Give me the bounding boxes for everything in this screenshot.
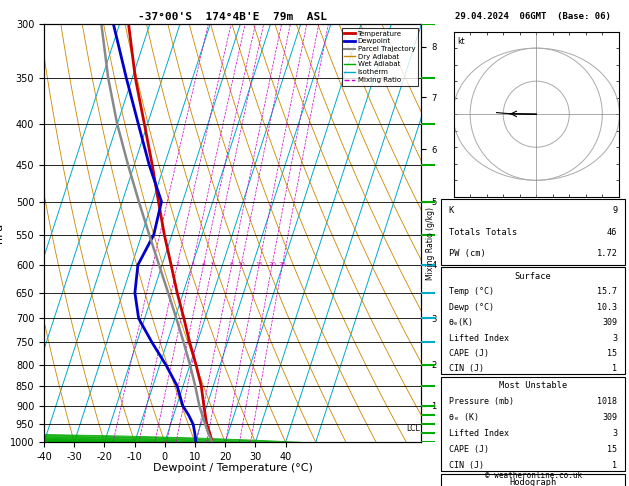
Text: Most Unstable: Most Unstable xyxy=(499,381,567,390)
X-axis label: Dewpoint / Temperature (°C): Dewpoint / Temperature (°C) xyxy=(153,463,313,473)
Bar xyxy=(441,199,625,265)
Text: θₑ (K): θₑ (K) xyxy=(448,413,479,422)
Text: Lifted Index: Lifted Index xyxy=(448,333,509,343)
Text: PW (cm): PW (cm) xyxy=(448,249,486,259)
Text: Hodograph: Hodograph xyxy=(509,478,557,486)
Text: CAPE (J): CAPE (J) xyxy=(448,445,489,454)
Text: 1: 1 xyxy=(151,262,155,267)
Text: Mixing Ratio (g/kg): Mixing Ratio (g/kg) xyxy=(426,207,435,279)
Text: Surface: Surface xyxy=(515,272,552,280)
Text: Totals Totals: Totals Totals xyxy=(448,227,517,237)
Text: 15: 15 xyxy=(608,445,618,454)
Text: CIN (J): CIN (J) xyxy=(448,461,484,470)
Text: 8: 8 xyxy=(230,262,233,267)
Text: 5: 5 xyxy=(211,262,214,267)
Text: 20: 20 xyxy=(268,262,276,267)
Text: 3: 3 xyxy=(191,262,194,267)
Text: 46: 46 xyxy=(607,227,618,237)
Text: kt: kt xyxy=(457,36,465,46)
Text: © weatheronline.co.uk: © weatheronline.co.uk xyxy=(484,471,582,480)
Text: 3: 3 xyxy=(613,333,618,343)
Text: 4: 4 xyxy=(201,262,206,267)
Text: Pressure (mb): Pressure (mb) xyxy=(448,397,514,406)
Text: Dewp (°C): Dewp (°C) xyxy=(448,303,494,312)
Text: 1: 1 xyxy=(613,364,618,373)
Text: 3: 3 xyxy=(613,429,618,438)
Bar xyxy=(441,474,625,486)
Text: 25: 25 xyxy=(279,262,286,267)
Text: 15.7: 15.7 xyxy=(598,287,618,296)
Title: -37°00'S  174°4B'E  79m  ASL: -37°00'S 174°4B'E 79m ASL xyxy=(138,12,327,22)
Text: 2: 2 xyxy=(175,262,179,267)
Text: 29.04.2024  06GMT  (Base: 06): 29.04.2024 06GMT (Base: 06) xyxy=(455,12,611,21)
Y-axis label: hPa: hPa xyxy=(0,223,4,243)
Text: 309: 309 xyxy=(603,413,618,422)
Text: θₑ(K): θₑ(K) xyxy=(448,318,474,327)
Text: 1018: 1018 xyxy=(598,397,618,406)
Y-axis label: km
ASL: km ASL xyxy=(448,224,464,243)
Text: 15: 15 xyxy=(608,349,618,358)
Text: 309: 309 xyxy=(603,318,618,327)
Text: Lifted Index: Lifted Index xyxy=(448,429,509,438)
Bar xyxy=(441,267,625,374)
Legend: Temperature, Dewpoint, Parcel Trajectory, Dry Adiabat, Wet Adiabat, Isotherm, Mi: Temperature, Dewpoint, Parcel Trajectory… xyxy=(342,28,418,86)
Text: 1: 1 xyxy=(613,461,618,470)
Text: LCL: LCL xyxy=(406,424,420,433)
Text: 10: 10 xyxy=(237,262,245,267)
Text: 15: 15 xyxy=(255,262,263,267)
Text: 9: 9 xyxy=(612,206,618,215)
Text: 1.72: 1.72 xyxy=(596,249,618,259)
Text: 10.3: 10.3 xyxy=(598,303,618,312)
Text: CAPE (J): CAPE (J) xyxy=(448,349,489,358)
Text: Temp (°C): Temp (°C) xyxy=(448,287,494,296)
Bar xyxy=(441,377,625,471)
Text: K: K xyxy=(448,206,454,215)
Text: CIN (J): CIN (J) xyxy=(448,364,484,373)
